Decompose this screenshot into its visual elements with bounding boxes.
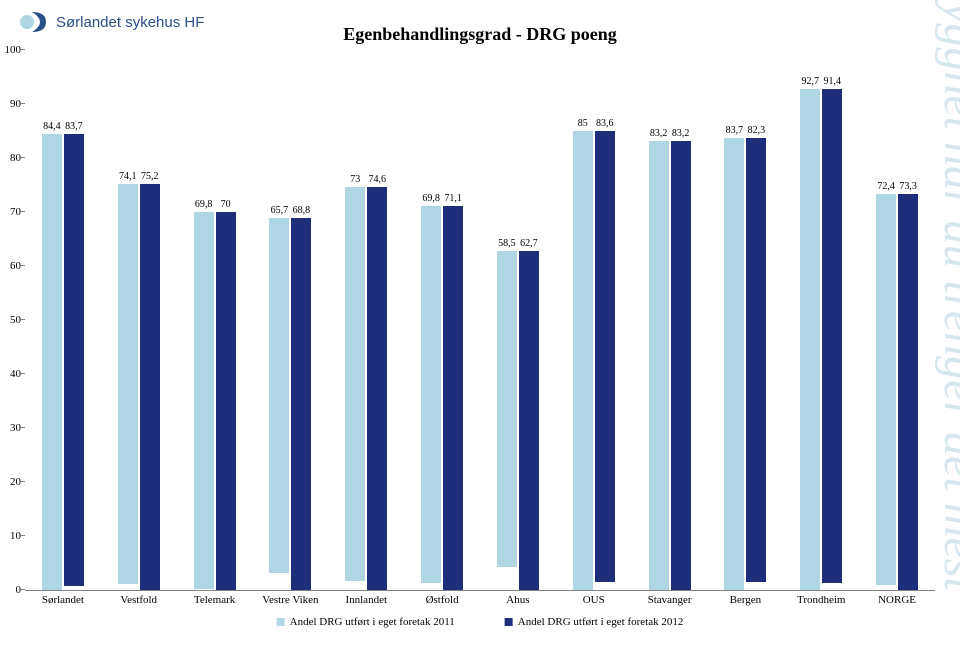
x-tick-label: Ahus — [506, 590, 529, 606]
data-label: 92,7 — [801, 76, 819, 89]
data-label: 75,2 — [141, 171, 159, 184]
data-label: 84,4 — [43, 121, 61, 134]
category-group: 65,768,8Vestre Viken — [253, 218, 329, 590]
bar: 83,7 — [724, 138, 744, 590]
data-label: 83,7 — [726, 125, 744, 138]
data-label: 74,6 — [368, 174, 386, 187]
y-tick-label: 40 — [10, 368, 25, 380]
bar: 74,1 — [118, 184, 138, 584]
bar: 69,8 — [194, 212, 214, 589]
hospital-logo-icon — [20, 10, 48, 34]
data-label: 58,5 — [498, 238, 516, 251]
data-label: 69,8 — [422, 193, 440, 206]
bar-chart: 010203040506070809010084,483,7Sørlandet7… — [25, 50, 935, 591]
category-group: 92,791,4Trondheim — [783, 89, 859, 590]
bar: 83,2 — [671, 141, 691, 590]
logo-text: Sørlandet sykehus HF — [56, 14, 204, 31]
data-label: 70 — [221, 199, 231, 212]
legend: Andel DRG utført i eget foretak 2011 Ande… — [277, 616, 684, 628]
x-tick-label: Sørlandet — [42, 590, 84, 606]
data-label: 72,4 — [877, 181, 895, 194]
data-label: 62,7 — [520, 238, 538, 251]
data-label: 83,7 — [65, 121, 83, 134]
x-tick-label: Innlandet — [345, 590, 387, 606]
data-label: 83,6 — [596, 118, 614, 131]
y-tick-label: 30 — [10, 422, 25, 434]
y-tick-label: 60 — [10, 260, 25, 272]
bar: 83,2 — [649, 141, 669, 590]
category-group: 72,473,3NORGE — [859, 194, 935, 590]
data-label: 71,1 — [444, 193, 462, 206]
x-tick-label: Trondheim — [797, 590, 846, 606]
bar: 58,5 — [497, 251, 517, 567]
x-tick-label: Vestre Viken — [262, 590, 318, 606]
data-label: 83,2 — [672, 128, 690, 141]
category-group: 69,870Telemark — [177, 212, 253, 590]
bar: 91,4 — [822, 89, 842, 583]
y-tick-label: 10 — [10, 530, 25, 542]
bar: 73 — [345, 187, 365, 581]
bar: 74,6 — [367, 187, 387, 590]
bar: 75,2 — [140, 184, 160, 590]
bar: 83,6 — [595, 131, 615, 582]
x-tick-label: Stavanger — [648, 590, 692, 606]
bar: 83,7 — [64, 134, 84, 586]
legend-label: Andel DRG utført i eget foretak 2011 — [290, 616, 455, 628]
logo: Sørlandet sykehus HF — [20, 10, 204, 34]
legend-swatch — [277, 618, 285, 626]
bar: 65,7 — [269, 218, 289, 573]
data-label: 69,8 — [195, 199, 213, 212]
data-label: 73,3 — [899, 181, 917, 194]
category-group: 58,562,7Ahus — [480, 251, 556, 590]
y-tick-label: 50 — [10, 314, 25, 326]
y-tick-label: 20 — [10, 476, 25, 488]
data-label: 82,3 — [748, 125, 766, 138]
legend-item: Andel DRG utført i eget foretak 2011 — [277, 616, 455, 628]
bar: 72,4 — [876, 194, 896, 585]
chart-title: Egenbehandlingsgrad - DRG poeng — [343, 24, 617, 45]
legend-label: Andel DRG utført i eget foretak 2012 — [518, 616, 684, 628]
data-label: 73 — [350, 174, 360, 187]
category-group: 83,782,3Bergen — [708, 138, 784, 590]
bar: 62,7 — [519, 251, 539, 590]
x-tick-label: OUS — [583, 590, 605, 606]
bar: 92,7 — [800, 89, 820, 590]
data-label: 85 — [578, 118, 588, 131]
category-group: 7374,6Innlandet — [328, 187, 404, 590]
x-tick-label: NORGE — [878, 590, 916, 606]
bar: 84,4 — [42, 134, 62, 590]
y-tick-label: 80 — [10, 152, 25, 164]
data-label: 83,2 — [650, 128, 668, 141]
data-label: 74,1 — [119, 171, 137, 184]
bar: 82,3 — [746, 138, 766, 582]
legend-item: Andel DRG utført i eget foretak 2012 — [505, 616, 684, 628]
category-group: 74,175,2Vestfold — [101, 184, 177, 590]
data-label: 91,4 — [823, 76, 841, 89]
bar: 69,8 — [421, 206, 441, 583]
category-group: 83,283,2Stavanger — [632, 141, 708, 590]
data-label: 65,7 — [271, 205, 289, 218]
category-group: 69,871,1Østfold — [404, 206, 480, 590]
legend-swatch — [505, 618, 513, 626]
y-tick-label: 90 — [10, 98, 25, 110]
bar: 70 — [216, 212, 236, 590]
x-tick-label: Vestfold — [120, 590, 157, 606]
watermark-text: trygghet når du trenger det mest — [933, 0, 960, 591]
x-tick-label: Telemark — [194, 590, 235, 606]
y-tick-label: 0 — [16, 584, 26, 596]
bar: 68,8 — [291, 218, 311, 590]
y-tick-label: 70 — [10, 206, 25, 218]
category-group: 8583,6OUS — [556, 131, 632, 590]
y-tick-label: 100 — [5, 44, 26, 56]
data-label: 68,8 — [293, 205, 311, 218]
x-tick-label: Bergen — [730, 590, 762, 606]
bar: 71,1 — [443, 206, 463, 590]
x-tick-label: Østfold — [426, 590, 459, 606]
bar: 85 — [573, 131, 593, 590]
category-group: 84,483,7Sørlandet — [25, 134, 101, 590]
bar: 73,3 — [898, 194, 918, 590]
